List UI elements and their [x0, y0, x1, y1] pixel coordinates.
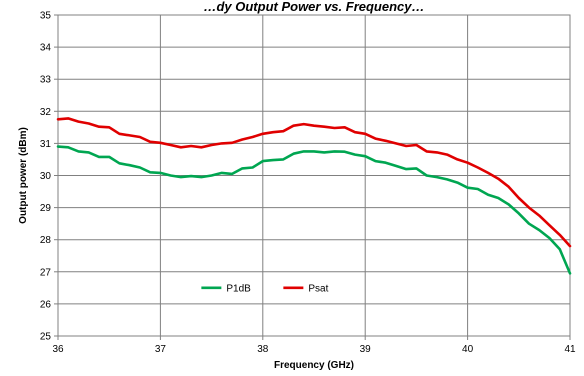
- y-tick-label: 28: [40, 235, 52, 246]
- tick-labels: 25 26 27 28 29 30 31 32 33 34 35 36 37 38 39 40 41: [40, 11, 576, 356]
- x-axis-title: Frequency (GHz): [274, 360, 354, 371]
- legend-label-psat: Psat: [308, 283, 328, 294]
- legend-label-p1db: P1dB: [226, 283, 251, 294]
- y-tick-label: 35: [40, 11, 52, 22]
- series-line-p1db: [56, 145, 572, 275]
- x-tick-label: 37: [155, 344, 167, 355]
- y-tick-label: 32: [40, 107, 52, 118]
- x-tick-label: 36: [52, 344, 64, 355]
- y-tick-label: 31: [40, 139, 52, 150]
- x-tick-label: 41: [564, 344, 576, 355]
- y-axis-title: Output power (dBm): [18, 127, 29, 224]
- y-tick-label: 27: [40, 267, 52, 278]
- legend: P1dB Psat: [201, 283, 329, 294]
- y-tick-label: 34: [40, 43, 52, 54]
- y-tick-label: 26: [40, 299, 52, 310]
- y-tick-label: 25: [40, 332, 52, 343]
- y-tick-label: 30: [40, 171, 52, 182]
- x-tick-label: 40: [462, 344, 474, 355]
- series-line-psat: [56, 117, 572, 248]
- series-lines: [56, 117, 572, 275]
- y-tick-label: 29: [40, 203, 52, 214]
- x-tick-label: 39: [360, 344, 372, 355]
- y-tick-label: 33: [40, 75, 52, 86]
- chart-title: …dy Output Power vs. Frequency…: [203, 0, 424, 14]
- x-tick-label: 38: [257, 344, 269, 355]
